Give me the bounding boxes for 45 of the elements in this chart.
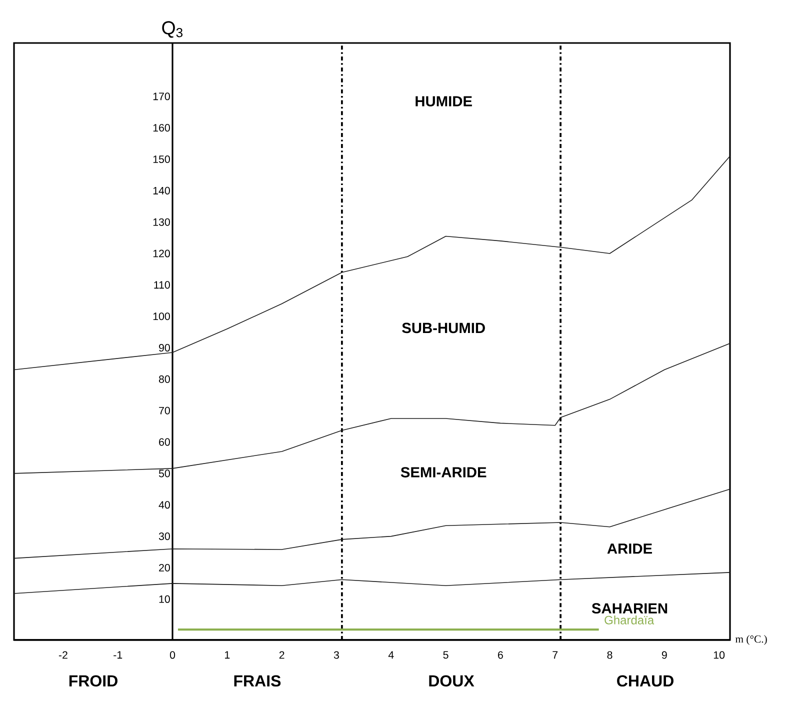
x-tick-label: 6	[498, 651, 503, 659]
y-tick-label: 20	[159, 564, 170, 572]
text: FROID	[69, 675, 118, 687]
x-tick-label: 0	[170, 651, 176, 659]
y-tick-label: 150	[153, 155, 170, 164]
y-tick-label: 170	[153, 92, 170, 100]
x-tick-label: -1	[114, 651, 122, 659]
x-tick-label: 2	[279, 651, 284, 659]
x-tick-label: 5	[443, 651, 448, 659]
annotation: HUMIDE	[416, 96, 472, 106]
y-tick-label: 140	[153, 186, 170, 194]
y-tick-label: 30	[158, 532, 170, 540]
y-tick-label: 40	[158, 501, 170, 509]
x-axis-title: m (°C.)	[735, 635, 767, 645]
x-tick-label: 4	[388, 651, 394, 659]
y-axis-title: Q$_{3}$	[162, 21, 182, 38]
x-tick-label: 10	[714, 651, 725, 659]
y-tick-label: 60	[159, 438, 170, 446]
x-tick-label: 8	[607, 651, 612, 659]
text: CHAUD	[617, 675, 674, 687]
x-tick-label: 7	[552, 651, 558, 659]
y-tick-label: 80	[158, 375, 170, 383]
x-tick-label: 1	[225, 651, 230, 659]
annotation: SAHARIEN	[592, 603, 668, 614]
y-tick-label: 130	[153, 218, 170, 226]
y-tick-label: 110	[154, 281, 170, 289]
annotation: SEMI-ARIDE	[400, 467, 486, 478]
text: DOUX	[429, 675, 474, 687]
y-tick-label: 160	[153, 124, 170, 132]
annotation: SUB-HUMID	[402, 322, 485, 334]
text: FRAIS	[234, 675, 281, 687]
x-tick-label: -2	[58, 651, 68, 659]
x-tick-label: 9	[662, 651, 667, 659]
y-tick-label: 100	[153, 312, 170, 320]
line-series	[14, 156, 730, 370]
y-tick-label: 70	[159, 406, 170, 414]
y-tick-label: 120	[153, 250, 170, 258]
series-label: Ghardaïa	[604, 616, 654, 624]
y-tick-label: 90	[159, 344, 170, 352]
line-series	[14, 572, 730, 594]
line-series	[14, 488, 730, 559]
annotation: ARIDE	[607, 544, 652, 554]
y-tick-label: 10	[159, 595, 170, 603]
y-tick-label: 50	[158, 470, 170, 478]
x-tick-label: 3	[334, 651, 339, 659]
